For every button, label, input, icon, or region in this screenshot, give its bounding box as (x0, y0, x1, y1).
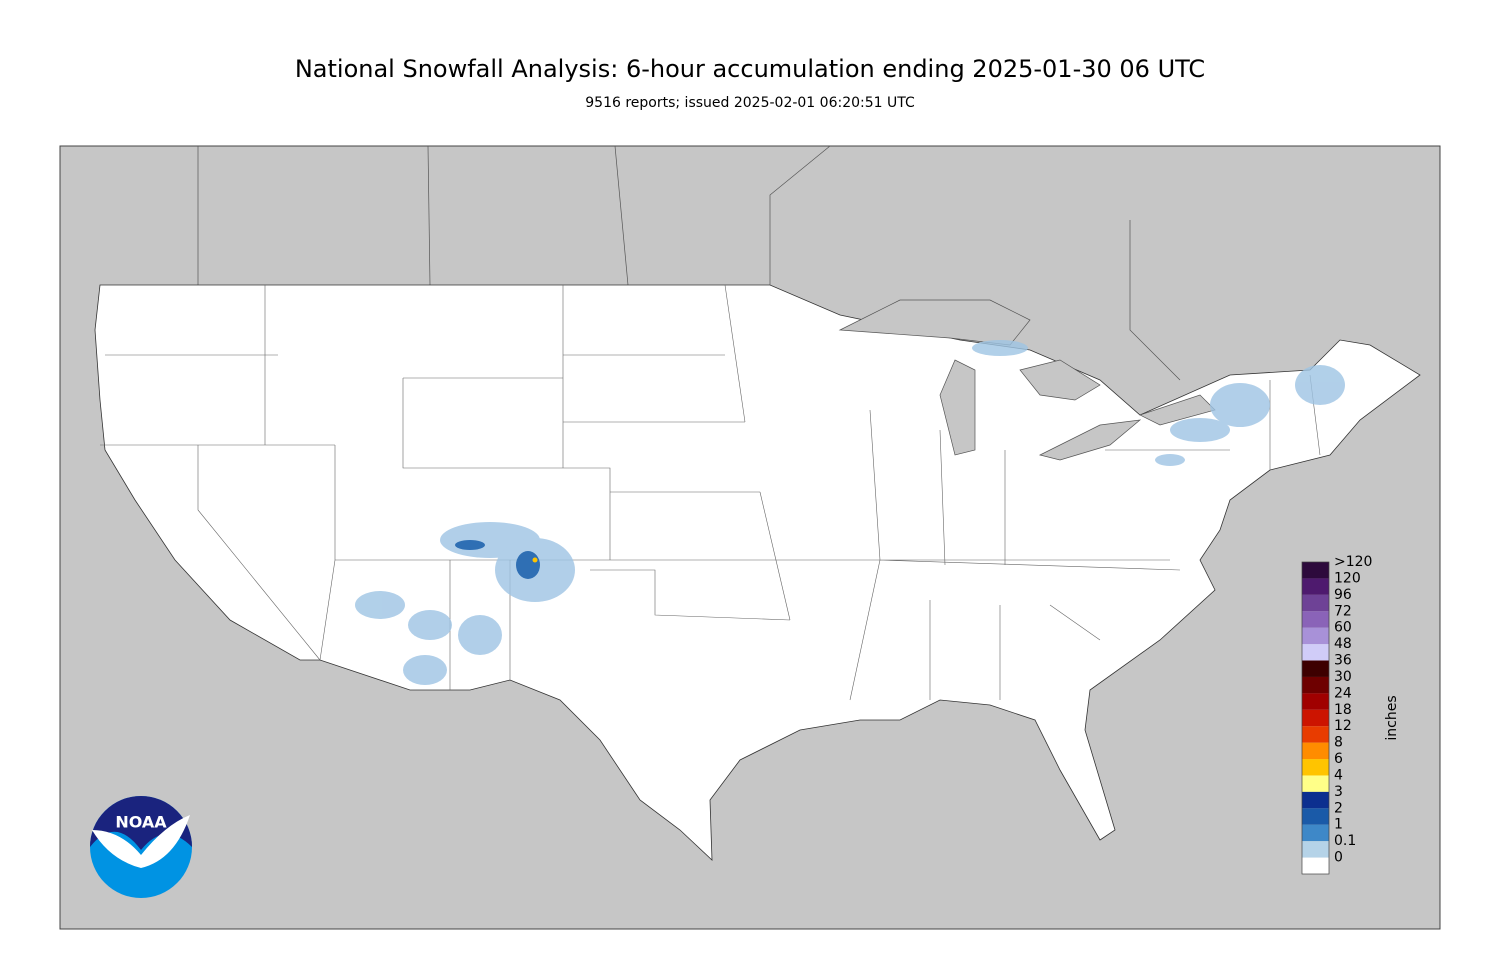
legend-swatch (1302, 759, 1329, 776)
conus (94, 284, 1421, 861)
map (59, 145, 1441, 930)
legend-swatch (1302, 676, 1329, 694)
legend-swatch (1302, 660, 1329, 677)
legend-label: 24 (1334, 685, 1352, 701)
legend-label: 0 (1334, 850, 1343, 866)
legend-label: 36 (1334, 653, 1352, 669)
subtitle: 9516 reports; issued 2025-02-01 06:20:51… (585, 95, 915, 111)
legend-label: 0.1 (1334, 833, 1356, 849)
legend-label: 3 (1334, 784, 1343, 800)
legend-label: 60 (1334, 620, 1352, 636)
legend-label: 72 (1334, 603, 1352, 619)
legend-swatch (1302, 857, 1329, 874)
legend-swatch (1302, 791, 1329, 809)
great-lakes (838, 299, 1216, 461)
legend-label: 6 (1334, 751, 1343, 767)
legend: inches >1201209672604836302418128643210.… (1301, 554, 1400, 875)
legend-label: 120 (1334, 570, 1361, 586)
legend-swatch (1302, 594, 1329, 612)
legend-label: >120 (1334, 554, 1372, 570)
legend-swatch (1302, 824, 1329, 842)
legend-swatch (1302, 693, 1329, 710)
legend-label: 30 (1334, 669, 1352, 685)
snow-peak (532, 557, 538, 563)
title: National Snowfall Analysis: 6-hour accum… (295, 55, 1205, 83)
noaa-logo: NOAA (90, 796, 192, 898)
state-lines (100, 284, 1321, 701)
legend-label: 8 (1334, 735, 1343, 751)
legend-label: 48 (1334, 636, 1352, 652)
legend-label: 2 (1334, 800, 1343, 816)
legend-swatch (1302, 709, 1329, 727)
legend-label: 4 (1334, 767, 1343, 783)
legend-label: 18 (1334, 702, 1352, 718)
legend-unit: inches (1384, 695, 1400, 740)
legend-frame (1301, 561, 1330, 875)
legend-swatch (1302, 808, 1329, 825)
legend-swatch (1302, 611, 1329, 628)
legend-swatch (1302, 562, 1329, 579)
legend-label: 1 (1334, 817, 1343, 833)
legend-swatch (1302, 742, 1329, 760)
borders-outside (197, 145, 1181, 381)
legend-swatch (1302, 578, 1329, 595)
logo-text: NOAA (115, 813, 167, 832)
legend-swatch (1302, 644, 1329, 661)
legend-swatch (1302, 841, 1329, 858)
legend-swatch (1302, 775, 1329, 792)
legend-swatch (1302, 726, 1329, 743)
legend-swatch (1302, 627, 1329, 645)
legend-label: 12 (1334, 718, 1352, 734)
legend-label: 96 (1334, 587, 1352, 603)
